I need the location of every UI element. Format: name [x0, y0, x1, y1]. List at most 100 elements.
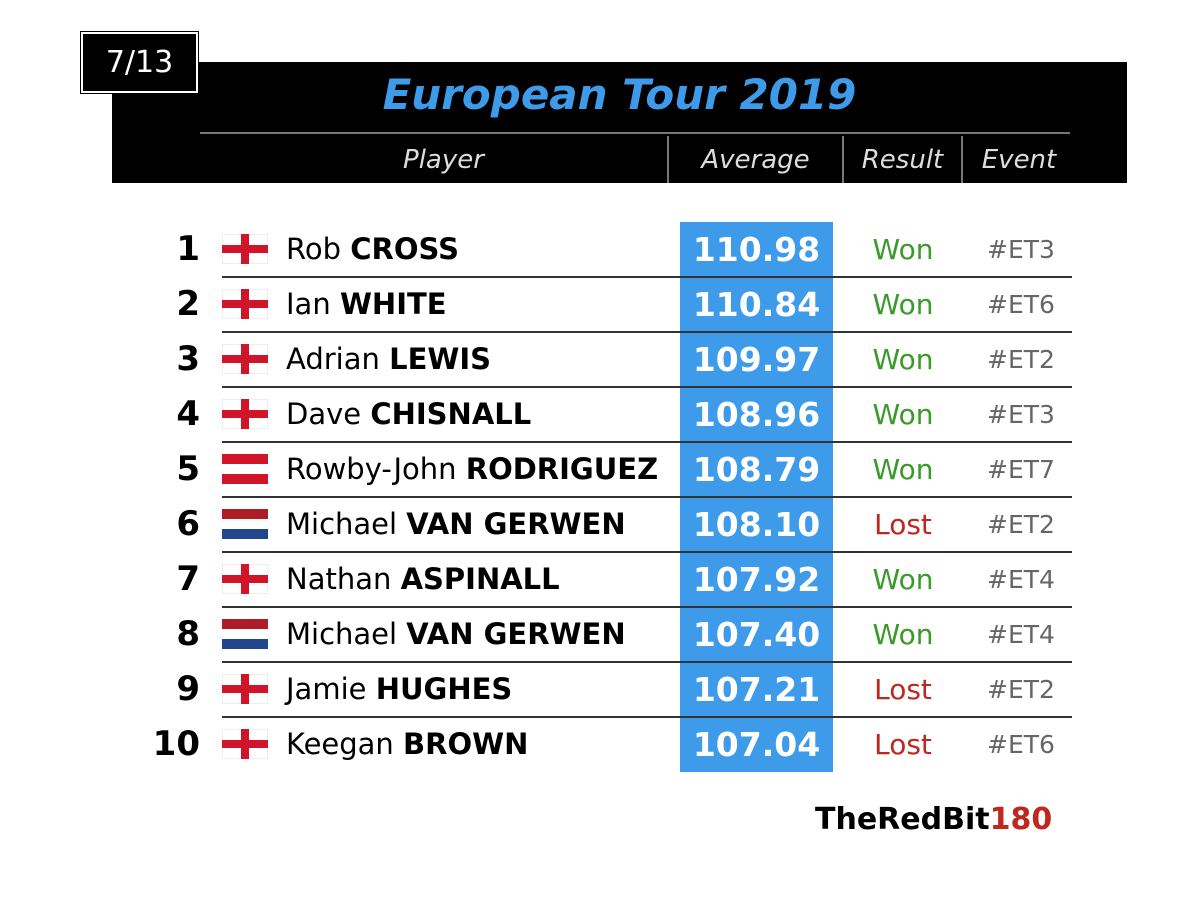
brand: TheRedBit180 — [815, 802, 1052, 837]
result: Won — [872, 618, 934, 651]
average: 107.92 — [692, 560, 821, 599]
event: #ET2 — [987, 510, 1055, 539]
first-name: Ian — [286, 287, 331, 321]
first-name: Michael — [286, 617, 398, 651]
header-separator — [842, 136, 844, 183]
first-name: Dave — [286, 397, 362, 431]
table-row: 5 Rowby-John RODRIGUEZ 108.79 Won #ET7 — [0, 442, 1200, 498]
rank: 1 — [176, 229, 200, 269]
row-rule — [222, 551, 1072, 553]
rank: 3 — [176, 339, 200, 379]
event: #ET2 — [987, 675, 1055, 704]
column-header: Player — [403, 145, 484, 175]
last-name: WHITE — [339, 287, 447, 321]
first-name: Nathan — [286, 562, 392, 596]
rank: 10 — [152, 724, 200, 764]
first-name: Rob — [286, 232, 341, 266]
table-row: 6 Michael VAN GERWEN 108.10 Lost #ET2 — [0, 497, 1200, 553]
flag-box — [221, 233, 269, 268]
event: #ET3 — [987, 235, 1055, 264]
result: Won — [872, 233, 934, 266]
result: Lost — [874, 508, 932, 541]
event: #ET7 — [987, 455, 1055, 484]
flag — [221, 673, 269, 705]
table-row: 4 Dave CHISNALL 108.96 Won #ET3 — [0, 387, 1200, 443]
player-name: Ian WHITE — [286, 277, 447, 332]
flag-box — [222, 619, 268, 653]
last-name: CHISNALL — [370, 397, 532, 431]
table-row: 8 Michael VAN GERWEN 107.40 Won #ET4 — [0, 607, 1200, 663]
flag — [221, 398, 269, 430]
player-name: Rob CROSS — [286, 222, 459, 277]
player-name: Michael VAN GERWEN — [286, 607, 626, 662]
last-name: HUGHES — [375, 672, 513, 706]
rank: 2 — [176, 284, 200, 324]
last-name: BROWN — [403, 727, 529, 761]
row-rule — [222, 331, 1072, 333]
brand-text: TheRedBit — [815, 802, 990, 837]
event: #ET4 — [987, 565, 1055, 594]
result: Won — [872, 288, 934, 321]
player-name: Dave CHISNALL — [286, 387, 531, 442]
flag — [221, 343, 269, 375]
player-name: Jamie HUGHES — [286, 662, 512, 717]
table-row: 2 Ian WHITE 110.84 Won #ET6 — [0, 277, 1200, 333]
brand-number: 180 — [989, 802, 1053, 837]
rank: 9 — [176, 669, 200, 709]
page-badge: 7/13 — [80, 31, 199, 94]
average: 107.40 — [692, 615, 821, 654]
last-name: LEWIS — [389, 342, 492, 376]
title: European Tour 2019 — [382, 70, 857, 119]
result: Won — [872, 563, 934, 596]
event: #ET3 — [987, 400, 1055, 429]
last-name: RODRIGUEZ — [465, 452, 659, 486]
average: 107.21 — [692, 670, 821, 709]
rank: 6 — [176, 504, 200, 544]
rank: 5 — [176, 449, 200, 489]
player-name: Nathan ASPINALL — [286, 552, 560, 607]
row-rule — [222, 496, 1072, 498]
flag — [222, 509, 268, 539]
average: 108.79 — [692, 450, 821, 489]
average: 107.04 — [692, 725, 821, 764]
column-header: Event — [981, 145, 1057, 175]
flag — [222, 619, 268, 649]
row-rule — [222, 716, 1072, 718]
header-band — [112, 62, 1127, 183]
table-row: 10 Keegan BROWN 107.04 Lost #ET6 — [0, 717, 1200, 772]
flag-box — [221, 673, 269, 708]
result: Won — [872, 343, 934, 376]
first-name: Jamie — [286, 672, 367, 706]
result: Won — [872, 398, 934, 431]
row-rule — [222, 606, 1072, 608]
player-name: Rowby-John RODRIGUEZ — [286, 442, 658, 497]
flag-box — [221, 398, 269, 433]
last-name: CROSS — [350, 232, 459, 266]
first-name: Michael — [286, 507, 398, 541]
flag-box — [221, 563, 269, 598]
table-row: 7 Nathan ASPINALL 107.92 Won #ET4 — [0, 552, 1200, 608]
flag — [221, 728, 269, 760]
flag — [221, 288, 269, 320]
result: Lost — [874, 728, 932, 761]
row-rule — [222, 441, 1072, 443]
rank: 8 — [176, 614, 200, 654]
event: #ET6 — [987, 730, 1055, 759]
average: 108.96 — [692, 395, 821, 434]
table-row: 3 Adrian LEWIS 109.97 Won #ET2 — [0, 332, 1200, 388]
player-name: Michael VAN GERWEN — [286, 497, 626, 552]
average: 108.10 — [692, 505, 821, 544]
column-header: Result — [861, 145, 944, 175]
flag-box — [221, 728, 269, 763]
last-name: ASPINALL — [400, 562, 560, 596]
event: #ET2 — [987, 345, 1055, 374]
column-header: Average — [701, 145, 810, 175]
header-separator — [667, 136, 669, 183]
average: 110.98 — [692, 230, 821, 269]
flag — [221, 233, 269, 265]
rank: 7 — [176, 559, 200, 599]
table-row: 9 Jamie HUGHES 107.21 Lost #ET2 — [0, 662, 1200, 718]
event: #ET4 — [987, 620, 1055, 649]
flag — [222, 454, 268, 484]
